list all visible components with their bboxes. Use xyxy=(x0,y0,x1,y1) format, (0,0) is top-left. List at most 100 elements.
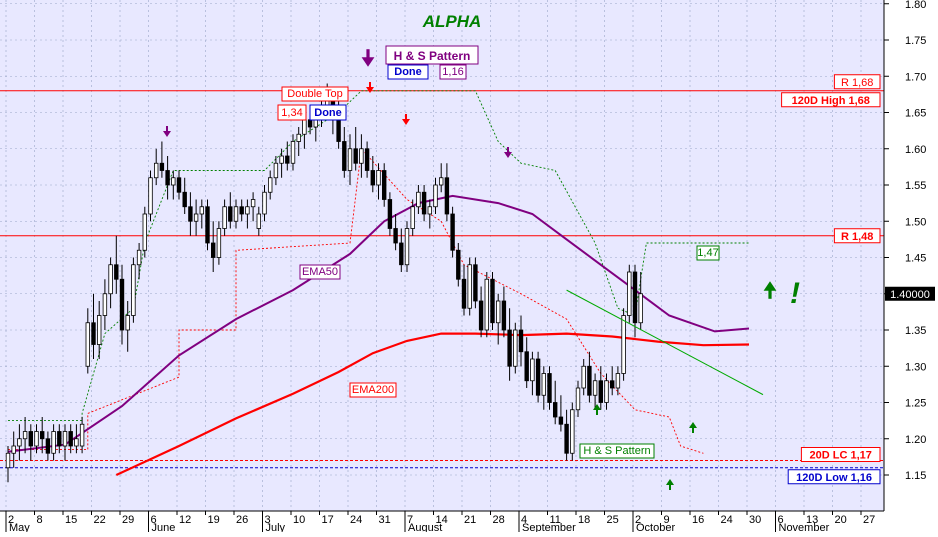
x-tick-label: 9 xyxy=(664,514,670,526)
candle-body-down xyxy=(473,264,478,302)
down-arrow-head xyxy=(402,119,410,125)
x-tick-label: 17 xyxy=(322,514,334,526)
x-tick-label: 8 xyxy=(37,514,43,526)
y-tick-label: 1.30 xyxy=(905,361,926,373)
candle-body-up xyxy=(495,300,501,324)
y-tick-label: 1.25 xyxy=(905,398,926,410)
plot-background xyxy=(0,0,884,511)
x-tick-label: 12 xyxy=(179,514,191,526)
y-tick-label: 1.50 xyxy=(905,216,926,228)
candle-body-up xyxy=(404,228,410,266)
candle-body-down xyxy=(364,148,370,171)
h-line-label-box xyxy=(833,228,881,244)
neckline-value-top-label: 1,16 xyxy=(442,66,463,78)
candle-body-down xyxy=(370,170,375,186)
candle-body-down xyxy=(119,278,125,331)
ema50-label: EMA50 xyxy=(302,266,338,278)
month-label: June xyxy=(152,522,176,532)
double-top-value-label: 1,34 xyxy=(281,107,302,119)
candle-body-up xyxy=(222,206,227,229)
trailing-stop-green xyxy=(8,90,749,422)
candle-body-up xyxy=(273,162,279,179)
candle-body-up xyxy=(541,373,546,396)
candle-body-up xyxy=(97,315,102,345)
candle-body-down xyxy=(444,177,450,215)
up-arrow-head xyxy=(666,479,674,485)
candle-body-up xyxy=(427,206,432,215)
candle-body-down xyxy=(57,431,62,447)
x-tick-label: 15 xyxy=(65,514,77,526)
h-line-label-box xyxy=(833,74,881,90)
candle-body-up xyxy=(433,184,438,208)
candle-body-up xyxy=(376,170,381,186)
candle-body-down xyxy=(393,228,398,244)
candle-body-down xyxy=(399,242,404,266)
neckline-value-bottom-label-box xyxy=(696,245,720,261)
double-top-label: Double Top xyxy=(287,88,342,100)
month-label: September xyxy=(522,522,576,532)
high-120d-label-box xyxy=(781,92,881,108)
candle-body-down xyxy=(501,300,507,331)
down-arrow-head xyxy=(361,57,375,67)
candle-body-up xyxy=(250,199,256,208)
h-line-label-box xyxy=(800,447,881,462)
candle-body-down xyxy=(182,191,187,208)
hs-pattern-bottom-label-box xyxy=(579,443,655,459)
candle-body-up xyxy=(484,278,489,331)
candle-body-up xyxy=(153,162,159,179)
x-tick-label: 3 xyxy=(265,514,271,526)
candle-body-up xyxy=(570,409,575,454)
annotations-layer: ALPHA H & S Pattern Done 1,16 Double Top 1,3… xyxy=(163,12,881,490)
candle-body-down xyxy=(478,300,484,331)
candle-body-down xyxy=(558,416,564,425)
candle-body-down xyxy=(461,278,467,309)
candle-body-up xyxy=(136,249,142,266)
candle-body-up xyxy=(279,155,284,164)
h-line-label: 20D LC 1,17 xyxy=(810,450,872,462)
h-line-label: R 1,48 xyxy=(841,231,873,243)
up-arrow-head xyxy=(593,404,601,410)
candle-body-up xyxy=(22,431,28,440)
hs-pattern-top-label: H & S Pattern xyxy=(394,49,471,63)
candle-body-up xyxy=(347,148,353,171)
down-arrow-head xyxy=(163,131,171,137)
candle-body-up xyxy=(410,206,415,229)
candle-body-up xyxy=(604,380,609,403)
candle-body-down xyxy=(598,380,603,403)
month-label: July xyxy=(266,522,286,532)
candle-body-up xyxy=(302,119,307,135)
candle-body-down xyxy=(564,423,569,454)
candles-layer xyxy=(5,83,643,483)
y-tick-label: 1.15 xyxy=(905,470,926,482)
x-tick-label: 2 xyxy=(8,514,14,526)
candle-body-up xyxy=(171,177,176,186)
done-double-top-label-box xyxy=(309,104,347,121)
candle-body-up xyxy=(34,431,39,447)
x-tick-label: 20 xyxy=(835,514,847,526)
y-tick-label: 1.35 xyxy=(905,325,926,337)
candle-body-down xyxy=(336,119,341,142)
candle-body-up xyxy=(79,423,85,447)
candle-body-up xyxy=(592,380,598,396)
down-arrow-head xyxy=(366,87,374,93)
x-tick-label: 4 xyxy=(521,514,527,526)
candle-body-down xyxy=(28,431,33,447)
stop-lines-layer xyxy=(8,90,749,454)
x-tick-label: 16 xyxy=(692,514,704,526)
x-tick-label: 18 xyxy=(578,514,590,526)
candle-body-down xyxy=(68,431,73,447)
candle-body-down xyxy=(114,264,119,280)
y-tick-label: 1.65 xyxy=(905,108,926,120)
candle-body-up xyxy=(416,191,421,208)
x-tick-label: 22 xyxy=(94,514,106,526)
up-arrow-head xyxy=(689,422,697,428)
candle-body-down xyxy=(450,213,455,251)
candle-body-up xyxy=(581,365,586,389)
candle-body-down xyxy=(205,206,210,244)
candle-body-up xyxy=(267,177,273,193)
x-tick-label: 6 xyxy=(778,514,784,526)
candle-body-down xyxy=(507,329,512,367)
candle-body-down xyxy=(553,402,558,418)
x-tick-label: 19 xyxy=(208,514,220,526)
done-top-label: Done xyxy=(394,66,422,78)
